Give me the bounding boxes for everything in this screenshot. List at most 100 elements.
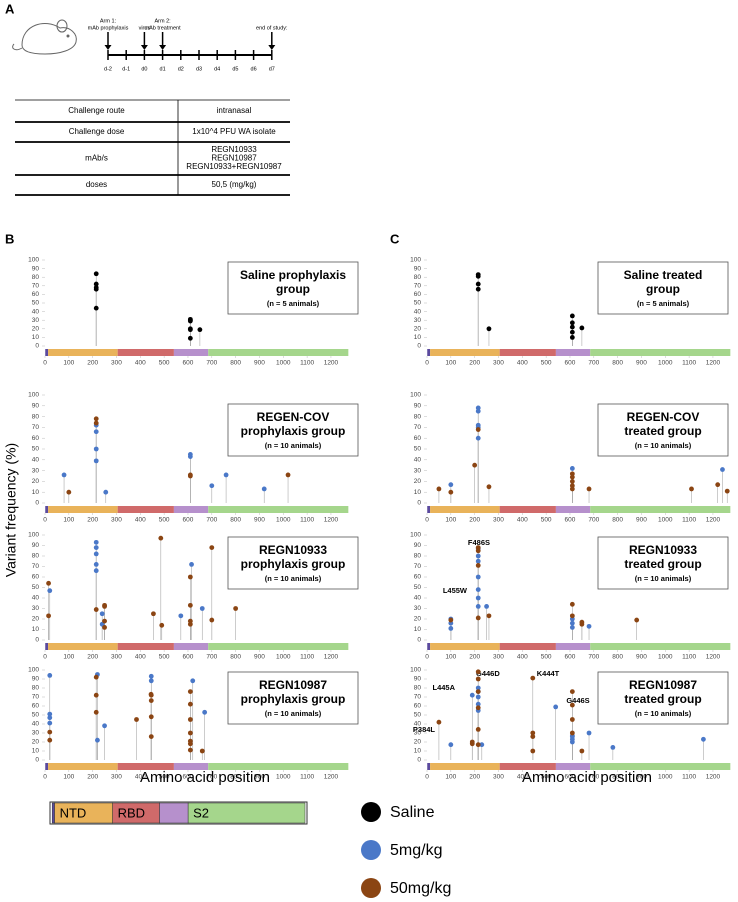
- variant-dot: [472, 462, 478, 468]
- variant-dot: [475, 727, 481, 732]
- x-tick-label: 100: [63, 517, 74, 524]
- y-tick-label: 40: [32, 457, 40, 464]
- panel-label: C: [390, 231, 400, 246]
- variant-dot: [93, 420, 99, 426]
- y-tick-label: 90: [414, 542, 422, 549]
- x-tick-label: 300: [493, 654, 504, 661]
- y-tick-label: 20: [32, 326, 40, 333]
- x-tick-label: 700: [588, 360, 599, 367]
- table-cell: Challenge dose: [69, 127, 125, 136]
- domain-segment: [45, 763, 49, 770]
- table-cell: 1x10^4 PFU WA isolate: [192, 127, 276, 136]
- variant-dot: [93, 545, 99, 550]
- mutation-label: G446S: [566, 696, 589, 705]
- x-axis-label: Amino acid position: [522, 769, 652, 786]
- x-tick-label: 700: [206, 654, 217, 661]
- domain-segment: [45, 349, 49, 356]
- variant-dot: [586, 486, 592, 492]
- y-tick-label: 90: [32, 676, 40, 683]
- x-tick-label: 800: [230, 774, 241, 781]
- variant-dot: [475, 548, 481, 554]
- x-tick-label: 800: [230, 654, 241, 661]
- variant-dot: [475, 281, 481, 287]
- chart-subtitle: (n = 10 animals): [265, 574, 322, 583]
- chart-subtitle: (n = 5 animals): [267, 299, 320, 308]
- variant-dot: [187, 454, 193, 459]
- variant-dot: [93, 568, 99, 574]
- x-tick-label: 1200: [706, 654, 721, 661]
- arrow-head: [104, 45, 112, 50]
- variant-dot: [569, 466, 575, 471]
- variant-dot: [475, 689, 481, 694]
- variant-dot: [187, 747, 193, 753]
- variant-dot: [233, 606, 239, 611]
- variant-dot: [199, 606, 205, 611]
- y-tick-label: 40: [414, 308, 422, 315]
- variant-dot: [187, 741, 193, 747]
- variant-dot: [209, 617, 215, 623]
- y-tick-label: 10: [414, 489, 422, 496]
- y-tick-label: 100: [410, 667, 421, 674]
- y-tick-label: 50: [32, 584, 40, 591]
- variant-dot: [199, 748, 205, 754]
- domain-segment: [117, 763, 174, 770]
- domain-label: NTD: [60, 805, 87, 820]
- mutation-label: G446D: [476, 669, 500, 678]
- x-tick-label: 1000: [276, 360, 291, 367]
- x-tick-label: 100: [445, 654, 456, 661]
- variant-dot: [569, 702, 575, 708]
- variant-dot: [285, 472, 291, 478]
- mutation-label: K444T: [537, 669, 560, 678]
- domain-segment: [173, 763, 209, 770]
- x-tick-label: 1100: [682, 360, 696, 367]
- x-tick-label: 0: [425, 774, 429, 781]
- x-tick-label: 400: [517, 654, 528, 661]
- variant-dot: [93, 709, 99, 715]
- chart-title: treated group: [624, 692, 701, 706]
- x-tick-label: 0: [43, 774, 47, 781]
- variant-dot: [569, 730, 575, 736]
- y-tick-label: 60: [414, 291, 422, 298]
- variant-dot: [448, 742, 454, 748]
- variant-dot: [448, 489, 454, 495]
- x-tick-label: 600: [565, 360, 576, 367]
- y-tick-label: 70: [32, 563, 40, 570]
- x-tick-label: 500: [159, 654, 170, 661]
- y-tick-label: 10: [32, 748, 40, 755]
- y-tick-label: 100: [410, 532, 421, 539]
- y-tick-label: 60: [32, 291, 40, 298]
- x-tick-label: 500: [159, 517, 170, 524]
- variant-dot: [197, 327, 203, 333]
- mutation-label: L455W: [443, 586, 468, 595]
- variant-dot: [202, 709, 208, 715]
- variant-dot: [187, 335, 193, 341]
- x-tick-label: 800: [612, 774, 623, 781]
- variant-dot: [484, 604, 489, 609]
- x-tick-label: 700: [588, 774, 599, 781]
- variant-dot: [93, 271, 99, 277]
- variant-dot: [569, 329, 575, 335]
- y-tick-label: 30: [414, 467, 422, 474]
- variant-dot: [479, 742, 485, 748]
- chart-title: REGN10933: [259, 543, 327, 557]
- variant-dot: [720, 467, 725, 472]
- chart-subtitle: (n = 10 animals): [635, 441, 692, 450]
- table-cell: mAb/s: [85, 154, 108, 163]
- y-tick-label: 50: [414, 300, 422, 307]
- variant-dot: [448, 626, 454, 631]
- y-tick-label: 90: [32, 542, 40, 549]
- y-tick-label: 70: [32, 424, 40, 431]
- x-tick-label: 200: [469, 517, 480, 524]
- y-tick-label: 20: [414, 739, 422, 746]
- day-label: d-1: [122, 66, 130, 72]
- variant-dot: [569, 625, 575, 630]
- variant-dot: [187, 318, 193, 324]
- x-tick-label: 1000: [276, 774, 291, 781]
- domain-segment: [499, 763, 556, 770]
- chart-subtitle: (n = 10 animals): [635, 709, 692, 718]
- variant-dot: [148, 698, 154, 703]
- mutation-label: P384L: [413, 725, 436, 734]
- domain-segment: [427, 506, 431, 513]
- x-tick-label: 500: [541, 774, 552, 781]
